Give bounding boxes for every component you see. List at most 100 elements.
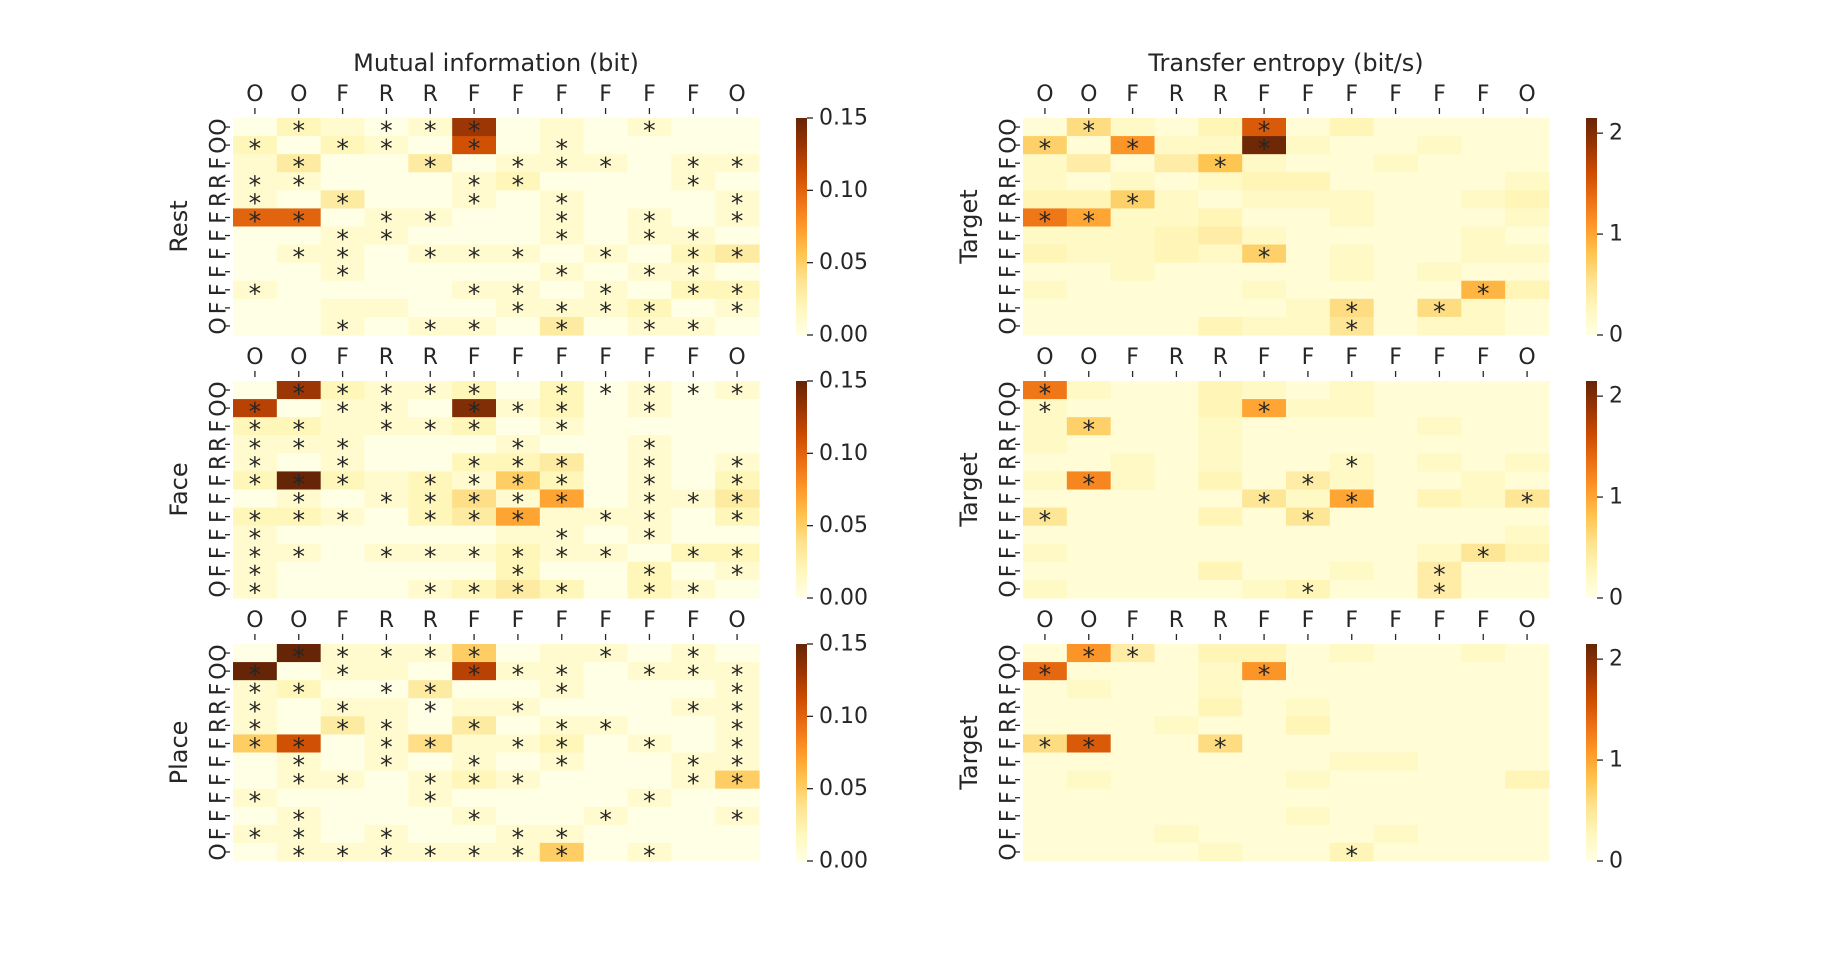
x-tick-label: F xyxy=(1477,345,1490,370)
y-tick-label: R xyxy=(997,192,1022,207)
heatmap-cell xyxy=(1198,208,1243,228)
heatmap-cell xyxy=(627,136,672,155)
y-tick-label: R xyxy=(207,437,232,452)
x-tick-label: F xyxy=(1345,345,1358,370)
significance-star: * xyxy=(512,451,525,480)
heatmap-cell xyxy=(1373,190,1419,210)
x-tick-label: F xyxy=(599,82,612,107)
heatmap-cell xyxy=(583,471,629,491)
heatmap-cell xyxy=(233,316,278,336)
heatmap-cell xyxy=(452,698,497,717)
heatmap-cell xyxy=(1066,226,1112,246)
heatmap-cell xyxy=(276,280,322,300)
heatmap-cell xyxy=(320,842,366,862)
heatmap-cell xyxy=(452,262,497,282)
heatmap-cell xyxy=(1286,716,1331,736)
heatmap-cell xyxy=(496,716,541,736)
significance-star: * xyxy=(687,660,700,689)
heatmap-cell xyxy=(1373,788,1419,808)
significance-star: * xyxy=(468,279,481,308)
heatmap-cell xyxy=(583,507,629,527)
heatmap-cell xyxy=(627,399,672,418)
significance-star: * xyxy=(424,642,437,671)
heatmap-cell xyxy=(1461,770,1506,790)
heatmap-cell xyxy=(1242,280,1287,300)
colorbar-tick-label: 0.10 xyxy=(819,441,868,466)
heatmap-cell xyxy=(452,507,497,527)
heatmap-cell xyxy=(1505,561,1550,581)
heatmap-cell xyxy=(1154,226,1199,246)
heatmap-cell xyxy=(1505,280,1550,300)
heatmap-cell xyxy=(1329,824,1375,844)
heatmap-cell xyxy=(1023,154,1068,173)
heatmap-cell xyxy=(1066,734,1112,754)
heatmap-cell xyxy=(1066,172,1112,191)
significance-star: * xyxy=(512,660,525,689)
significance-star: * xyxy=(293,469,306,498)
heatmap-cell xyxy=(1023,280,1068,300)
heatmap-cell xyxy=(408,190,453,210)
y-tick-label: O xyxy=(997,662,1022,679)
heatmap-cell xyxy=(1505,662,1550,681)
heatmap-cell xyxy=(496,417,541,436)
x-tick-label: R xyxy=(423,82,438,107)
heatmap-cell xyxy=(1373,435,1419,454)
heatmap-cell xyxy=(496,280,541,300)
heatmap-cell xyxy=(496,662,541,681)
heatmap-cell xyxy=(1417,543,1462,563)
heatmap-cell xyxy=(671,417,716,436)
significance-star: * xyxy=(556,415,569,444)
heatmap-cell xyxy=(276,244,322,264)
heatmap-cell xyxy=(1461,644,1506,663)
heatmap-cell xyxy=(1286,770,1331,790)
heatmap-cell xyxy=(320,752,366,772)
heatmap-cell xyxy=(1417,381,1462,400)
significance-star: * xyxy=(599,297,612,326)
significance-star: * xyxy=(424,542,437,571)
significance-star: * xyxy=(249,542,262,571)
heatmap-panel-2: * ** * **** **** **O O F R R F F F F F F OOOFRRFFFFFFOTa… xyxy=(955,49,1623,348)
heatmap-cell xyxy=(715,644,760,663)
heatmap-cell xyxy=(1023,453,1068,473)
heatmap-cell xyxy=(1373,644,1419,663)
heatmap-cell xyxy=(1198,471,1243,491)
heatmap-cell xyxy=(1023,806,1068,826)
heatmap-cell xyxy=(1373,716,1419,736)
significance-star: * xyxy=(468,188,481,217)
heatmap-cell xyxy=(320,698,366,717)
heatmap-cell xyxy=(408,471,453,491)
heatmap-cell xyxy=(1373,579,1419,599)
heatmap-cell xyxy=(408,806,453,826)
heatmap-cell xyxy=(1023,417,1068,436)
y-tick-label: F xyxy=(207,420,232,433)
heatmap-cell xyxy=(715,435,760,454)
significance-star: * xyxy=(731,379,744,408)
heatmap-cell xyxy=(1505,734,1550,754)
x-tick-label: F xyxy=(643,608,656,633)
heatmap-cell xyxy=(1154,244,1199,264)
heatmap-cell xyxy=(320,208,366,228)
y-tick-label: R xyxy=(207,174,232,189)
heatmap-cell xyxy=(1286,824,1331,844)
heatmap-cell xyxy=(583,788,629,808)
heatmap-cell xyxy=(1198,561,1243,581)
heatmap-cell xyxy=(1110,644,1156,663)
significance-star: * xyxy=(643,116,656,145)
heatmap-cell xyxy=(408,154,453,173)
heatmap-cell xyxy=(276,417,322,436)
heatmap-cell xyxy=(276,770,322,790)
y-tick-label: O xyxy=(997,136,1022,153)
significance-star: * xyxy=(293,415,306,444)
significance-star: * xyxy=(249,678,262,707)
heatmap-cell xyxy=(715,734,760,754)
heatmap-cell xyxy=(364,244,409,264)
significance-star: * xyxy=(468,134,481,163)
heatmap-cell xyxy=(1066,136,1112,155)
heatmap-cell xyxy=(496,525,541,545)
heatmap-cell xyxy=(276,734,322,754)
colorbar-tick-label: 1 xyxy=(1609,485,1623,510)
heatmap-cell xyxy=(671,489,716,509)
heatmap-cell xyxy=(276,453,322,473)
heatmap-cell xyxy=(1373,381,1419,400)
